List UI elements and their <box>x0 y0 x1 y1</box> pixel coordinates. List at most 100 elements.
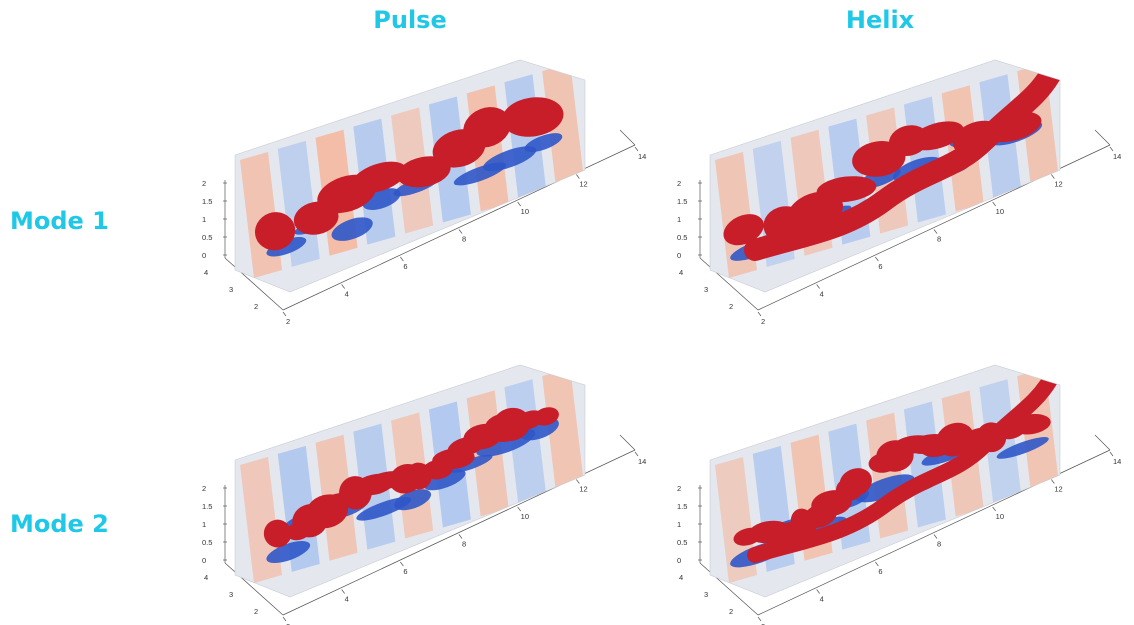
x-tick <box>816 589 820 594</box>
positive-isosurface <box>816 176 877 203</box>
z-tick-label: 2 <box>202 179 206 188</box>
y-tick-label: 3 <box>229 590 233 599</box>
negative-patch <box>524 133 563 153</box>
x-tick <box>282 311 287 317</box>
x-tick <box>757 311 762 317</box>
y-tick-label: 2 <box>729 607 733 616</box>
negative-patch <box>483 146 537 172</box>
x-tick-label: 12 <box>579 180 587 189</box>
z-tick-label: 1 <box>677 520 681 529</box>
x-tick <box>992 506 996 512</box>
z-tick-label: 0.5 <box>677 538 687 547</box>
x-tick-label: 12 <box>1054 180 1062 189</box>
x-tick-label: 14 <box>638 457 646 466</box>
x-tick <box>1109 451 1114 457</box>
negative-patch <box>266 541 311 564</box>
iso-plot-pulse-mode1: 2 1.5 1 0.5 0 4 3 2 2 4 6 8 10 12 14 <box>202 59 646 326</box>
box-outline <box>709 59 1061 293</box>
x-tick <box>1051 479 1055 484</box>
x-tick <box>458 534 463 539</box>
iso-plot-helix-mode1: 2 1.5 1 0.5 0 4 3 2 2 4 6 8 10 12 14 <box>677 59 1121 326</box>
y-tick-label: 2 <box>729 302 733 311</box>
y-tick-label: 2 <box>254 607 258 616</box>
y-tick-label: 3 <box>229 285 233 294</box>
y-tick-label: 4 <box>679 268 683 277</box>
slice-stripe <box>542 63 585 190</box>
x-tick <box>517 201 521 207</box>
z-tick-label: 2 <box>202 484 206 493</box>
y-axis-line <box>699 257 759 311</box>
z-tick-label: 2 <box>677 179 681 188</box>
x-tick <box>1109 146 1114 152</box>
z-tick-label: 2 <box>677 484 681 493</box>
x-tick <box>933 534 938 539</box>
box-outline <box>709 364 1061 598</box>
x-tick <box>400 561 404 567</box>
z-tick-label: 0.5 <box>677 233 687 242</box>
x-tick <box>341 284 345 289</box>
y-axis-line <box>224 257 284 311</box>
x-tick <box>816 284 820 289</box>
z-tick-label: 1.5 <box>202 502 212 511</box>
volume <box>235 60 585 292</box>
x-tick-label: 4 <box>345 290 349 299</box>
positive-isosurface <box>397 156 451 188</box>
y-tick-label: 4 <box>679 573 683 582</box>
slice-stripe <box>542 368 585 495</box>
z-tick-label: 0.5 <box>202 233 212 242</box>
x-tick-label: 6 <box>878 567 882 576</box>
positive-isosurface <box>351 161 407 194</box>
x-tick-label: 14 <box>638 152 646 161</box>
positive-isosurface <box>263 519 292 548</box>
x-tick-label: 10 <box>996 207 1004 216</box>
positive-isosurface <box>910 121 964 151</box>
panel-pulse-mode1: 2 1.5 1 0.5 0 4 3 2 2 4 6 8 10 12 14 <box>180 59 660 326</box>
positive-isosurface <box>533 407 559 426</box>
negative-patch <box>450 454 493 473</box>
x-tick <box>634 146 639 152</box>
x-tick-label: 14 <box>1113 457 1121 466</box>
x-tick-label: 12 <box>579 485 587 494</box>
x-axis-end <box>1094 129 1111 146</box>
z-tick-label: 0 <box>202 251 206 260</box>
panel-helix-mode1: 2 1.5 1 0.5 0 4 3 2 2 4 6 8 10 12 14 <box>655 59 1134 326</box>
x-tick-label: 4 <box>345 595 349 604</box>
x-tick <box>875 256 879 262</box>
x-axis-end <box>1094 434 1111 451</box>
x-tick <box>517 506 521 512</box>
y-axis-line <box>224 562 284 616</box>
negative-patch <box>266 236 307 257</box>
z-tick-label: 0 <box>677 556 681 565</box>
x-tick <box>875 561 879 567</box>
x-tick-label: 10 <box>996 512 1004 521</box>
x-tick <box>933 229 938 234</box>
x-tick-label: 8 <box>937 540 941 549</box>
z-tick-label: 1 <box>202 520 206 529</box>
x-tick-label: 4 <box>820 290 824 299</box>
x-tick-label: 6 <box>403 262 407 271</box>
negative-patch <box>394 489 432 511</box>
row-title-mode-2: Mode 2 <box>10 510 109 538</box>
x-tick <box>576 479 580 484</box>
volume <box>710 60 1060 292</box>
x-tick-label: 6 <box>878 262 882 271</box>
positive-isosurface <box>254 212 296 251</box>
x-tick-label: 14 <box>1113 152 1121 161</box>
x-tick <box>458 229 463 234</box>
x-tick <box>341 589 345 594</box>
x-tick-label: 12 <box>1054 485 1062 494</box>
helix-isosurface <box>744 64 1060 261</box>
z-tick-label: 1.5 <box>202 197 212 206</box>
volume <box>235 365 585 597</box>
y-tick-label: 2 <box>254 302 258 311</box>
z-tick-label: 0 <box>677 251 681 260</box>
x-tick-label: 10 <box>521 207 529 216</box>
x-tick-label: 8 <box>937 235 941 244</box>
column-title-helix: Helix <box>845 6 915 34</box>
x-axis-end <box>619 434 636 451</box>
positive-isosurface <box>463 107 511 148</box>
positive-isosurface <box>839 468 872 497</box>
